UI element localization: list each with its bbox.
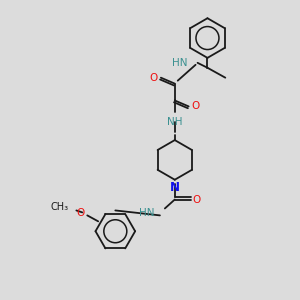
Text: N: N: [170, 181, 180, 194]
Text: O: O: [193, 194, 201, 205]
Text: O: O: [192, 101, 200, 111]
Text: NH: NH: [167, 117, 182, 127]
Text: O: O: [150, 73, 158, 83]
Text: HN: HN: [140, 208, 155, 218]
Text: O: O: [76, 208, 84, 218]
Text: CH₃: CH₃: [50, 202, 68, 212]
Text: HN: HN: [172, 58, 188, 68]
